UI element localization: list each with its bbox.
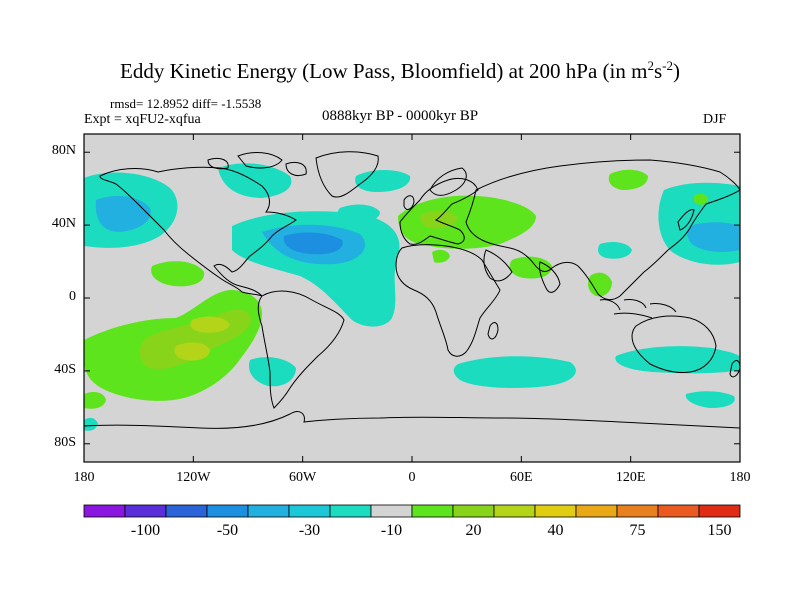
coastline-arabia bbox=[483, 249, 513, 282]
coastline-south-america bbox=[257, 290, 345, 409]
coastline-europe bbox=[399, 177, 479, 245]
field-patch bbox=[598, 242, 632, 259]
colorbar-swatch bbox=[575, 504, 618, 518]
colorbar-label: -30 bbox=[298, 522, 321, 539]
lon-label: 60E bbox=[510, 470, 533, 485]
coastline-north-america bbox=[99, 166, 297, 297]
lon-label: 0 bbox=[408, 470, 416, 485]
field-patch bbox=[687, 222, 740, 252]
field-patch bbox=[588, 272, 612, 297]
field-patch bbox=[420, 210, 458, 229]
lon-label: 180 bbox=[73, 470, 95, 485]
lon-label: 60W bbox=[289, 470, 317, 485]
lat-label: 80S bbox=[54, 434, 76, 450]
field-patch bbox=[398, 195, 536, 249]
coastline-arctic-islands bbox=[207, 152, 307, 177]
lon-label: 120E bbox=[615, 470, 646, 485]
colorbar-label: -10 bbox=[380, 522, 403, 539]
field-patch bbox=[151, 261, 205, 287]
lat-label: 80N bbox=[51, 143, 76, 159]
colorbar-label: -50 bbox=[216, 522, 239, 539]
field-patch bbox=[248, 357, 296, 387]
coastline-indonesia bbox=[599, 299, 677, 319]
experiment-label: Expt = xqFU2-xqfua bbox=[84, 112, 201, 127]
colorbar-label: 150 bbox=[707, 522, 732, 539]
lat-label: 40N bbox=[51, 216, 76, 232]
coastline-india bbox=[539, 261, 561, 293]
anomaly-field bbox=[84, 163, 740, 431]
colorbar-label: -100 bbox=[130, 522, 161, 539]
colorbar bbox=[83, 504, 741, 518]
coastline-asia bbox=[465, 159, 740, 301]
colorbar-swatch bbox=[657, 504, 700, 518]
colorbar-swatch bbox=[370, 504, 413, 518]
field-patch bbox=[355, 170, 411, 192]
field-patch bbox=[95, 195, 151, 232]
field-patch bbox=[608, 169, 648, 190]
coastline-madagascar bbox=[487, 322, 499, 340]
field-patch bbox=[694, 193, 708, 205]
coastline-australia bbox=[631, 315, 717, 373]
colorbar-swatch bbox=[83, 504, 126, 518]
field-patch bbox=[174, 342, 210, 361]
colorbar-label: 75 bbox=[629, 522, 646, 539]
colorbar-swatch bbox=[452, 504, 495, 518]
lon-label: 120W bbox=[176, 470, 211, 485]
colorbar-swatch bbox=[534, 504, 577, 518]
colorbar-swatch bbox=[411, 504, 454, 518]
season-label: DJF bbox=[703, 112, 727, 127]
field-patch bbox=[615, 346, 740, 374]
field-patch bbox=[84, 392, 106, 409]
colorbar-swatch bbox=[247, 504, 290, 518]
colorbar-label: 40 bbox=[547, 522, 564, 539]
colorbar-label: 20 bbox=[465, 522, 482, 539]
plot-title: Eddy Kinetic Energy (Low Pass, Bloomfiel… bbox=[120, 58, 680, 83]
colorbar-swatch bbox=[698, 504, 741, 518]
coastline-japan bbox=[677, 209, 695, 231]
colorbar-swatch bbox=[165, 504, 208, 518]
coastline-greenland bbox=[315, 151, 379, 198]
coastline-antarctica bbox=[84, 411, 740, 429]
colorbar-swatch bbox=[616, 504, 659, 518]
colorbar-swatch bbox=[288, 504, 331, 518]
field-patch bbox=[283, 232, 343, 255]
coastline-uk bbox=[403, 195, 415, 210]
colorbar-swatch bbox=[493, 504, 536, 518]
field-patch bbox=[337, 204, 380, 223]
lat-label: 40S bbox=[54, 361, 76, 377]
field-patch bbox=[453, 356, 576, 388]
coastline-africa bbox=[395, 244, 501, 357]
lat-label: 0 bbox=[69, 289, 76, 304]
coastlines bbox=[84, 151, 740, 429]
stats-text: rmsd= 12.8952 diff= -1.5538 bbox=[110, 96, 262, 111]
period-label: 0888kyr BP - 0000kyr BP bbox=[321, 108, 479, 124]
coastline-scandinavia bbox=[429, 167, 467, 196]
colorbar-swatch bbox=[206, 504, 249, 518]
colorbar-swatch bbox=[124, 504, 167, 518]
colorbar-swatch bbox=[329, 504, 372, 518]
field-patch bbox=[685, 391, 735, 408]
field-patch bbox=[190, 316, 230, 333]
lon-label: 180 bbox=[729, 470, 751, 485]
field-patch bbox=[84, 417, 98, 431]
field-patch bbox=[432, 249, 450, 263]
